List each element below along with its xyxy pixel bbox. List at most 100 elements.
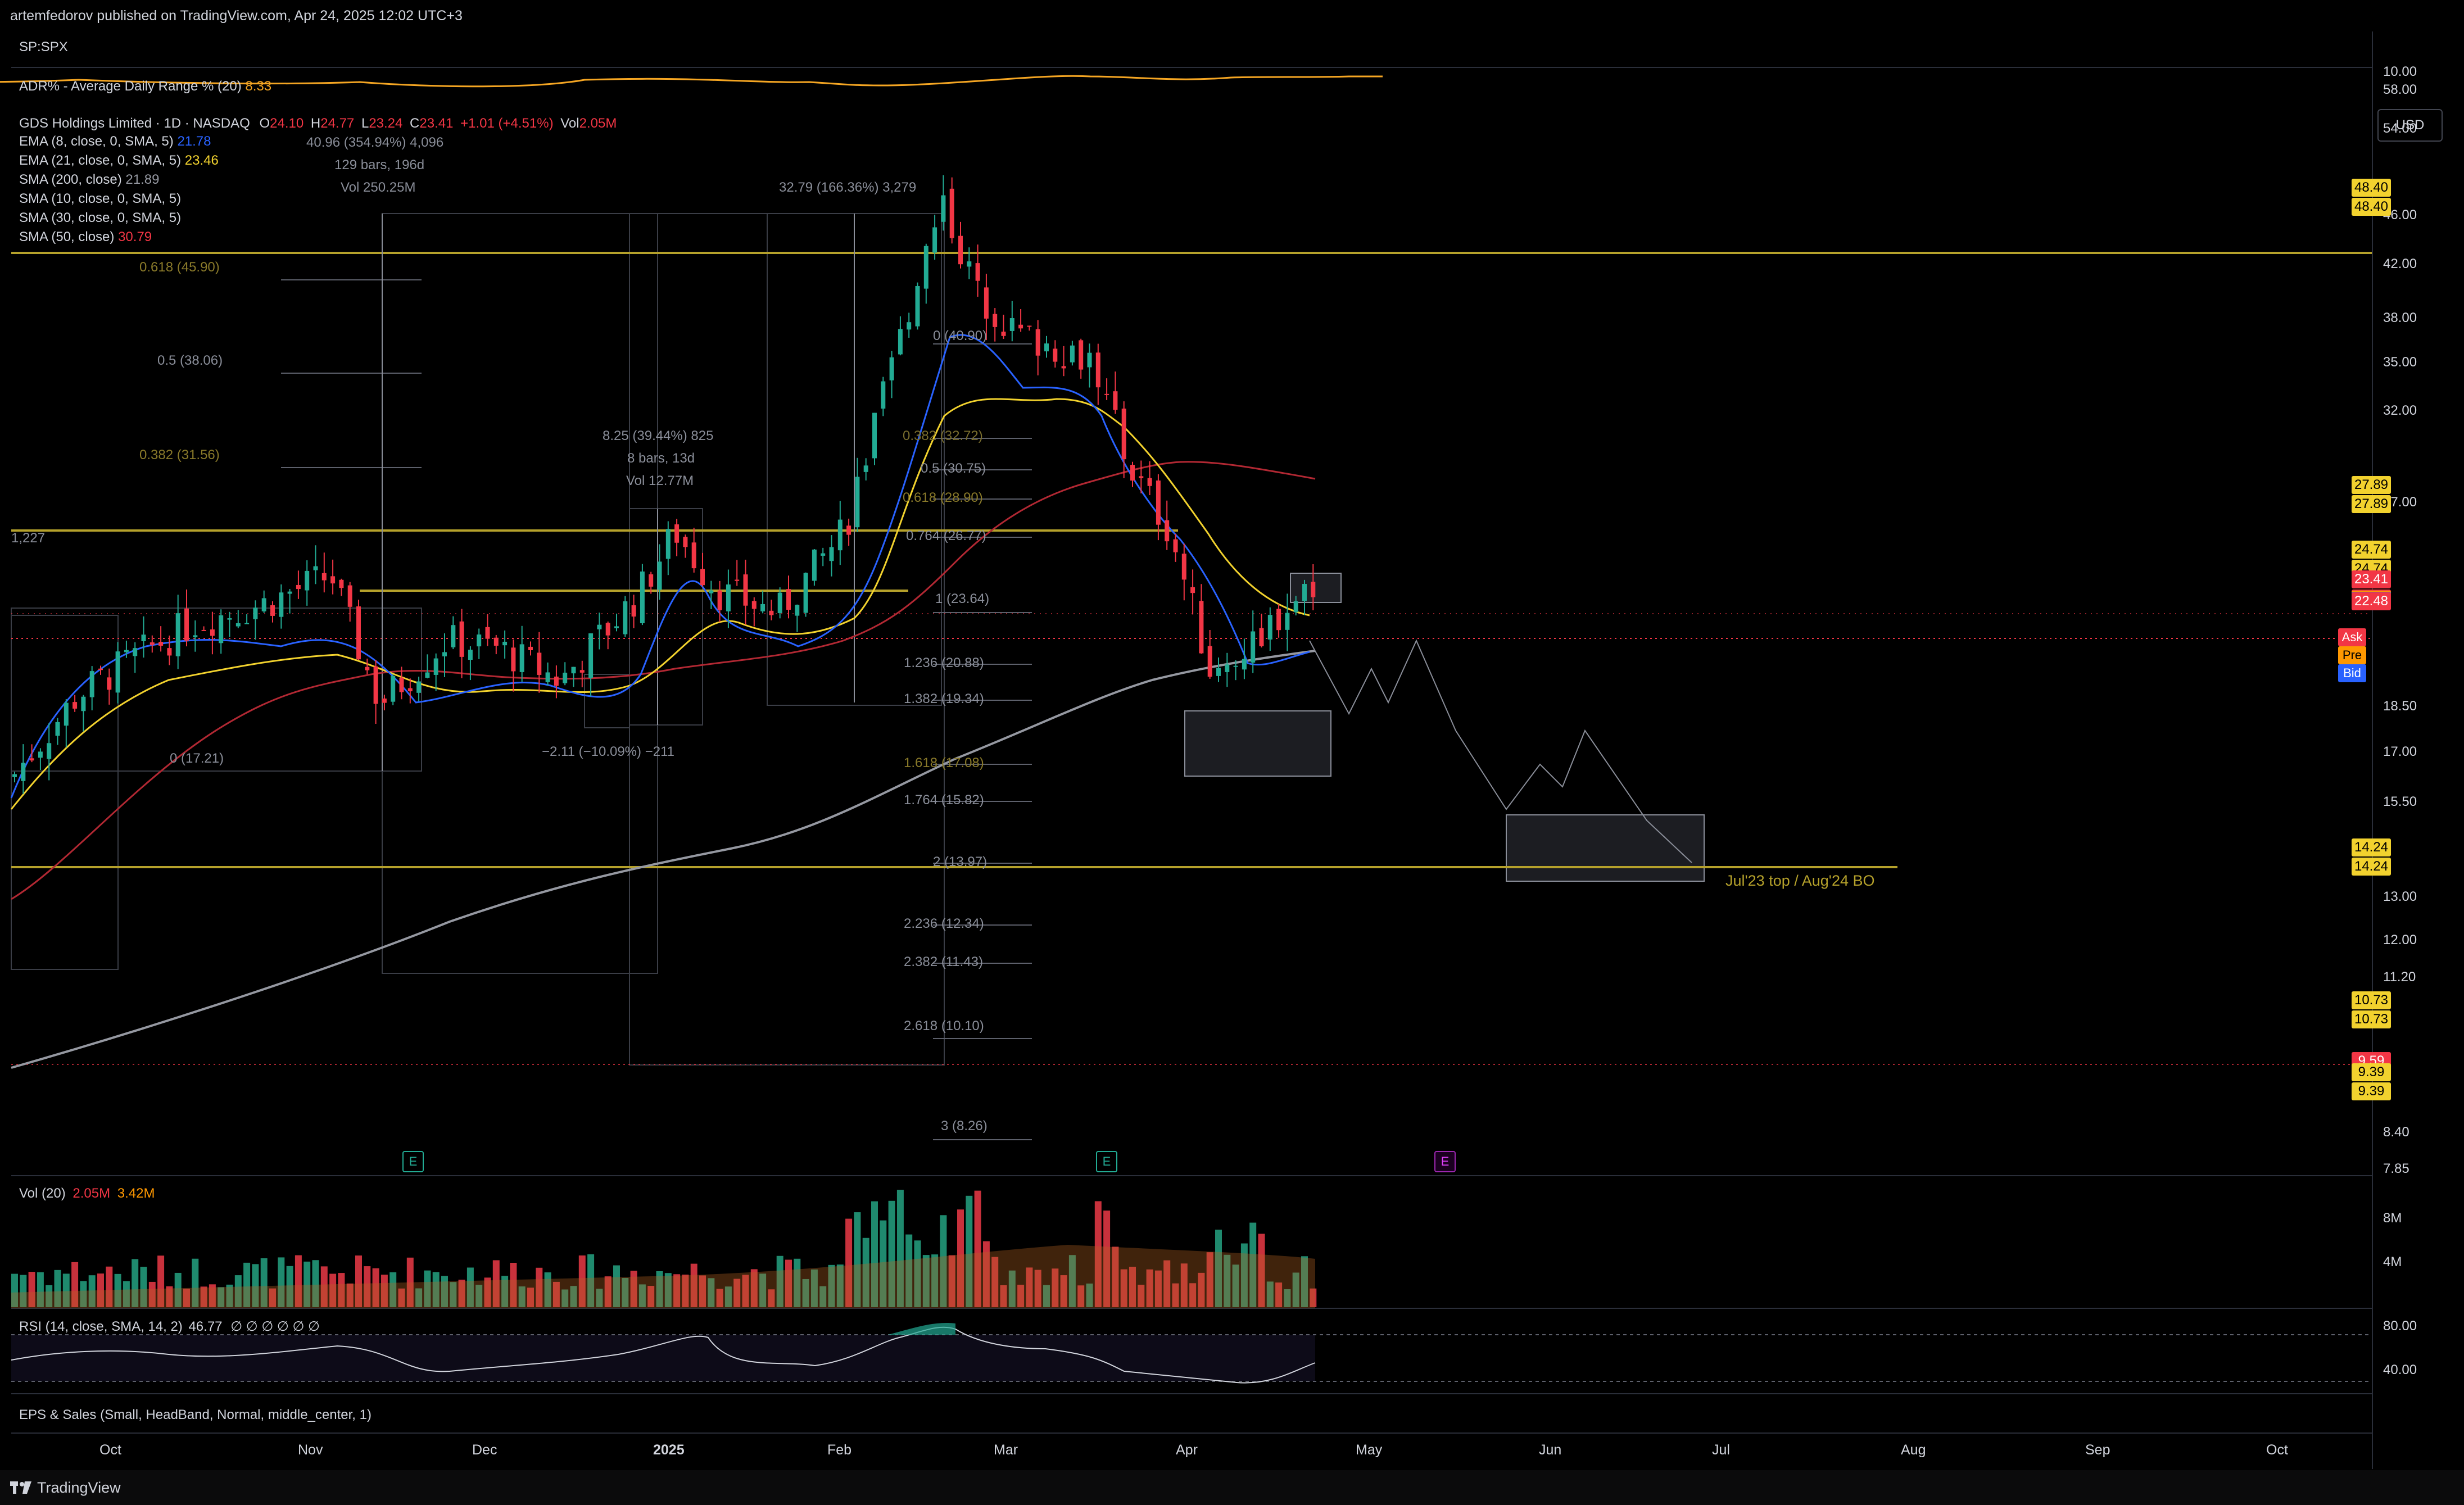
candle-body <box>1018 324 1023 329</box>
candle-body <box>313 566 318 570</box>
candle-body <box>597 624 602 629</box>
candle-body <box>528 646 533 651</box>
fib-right-2382: 2.382 (11.43) <box>904 954 983 969</box>
volume-bar <box>252 1264 259 1307</box>
candle-body <box>29 758 34 761</box>
ema8-legend[interactable]: EMA (8, close, 0, SMA, 5) 21.78 <box>19 134 211 149</box>
price-badge: 48.40 <box>2352 197 2391 216</box>
volume-bar <box>1112 1246 1119 1307</box>
price-tick-label: 42.00 <box>2383 256 2417 271</box>
candle-body <box>1001 332 1006 336</box>
price-tick-label: 11.20 <box>2383 969 2416 985</box>
price-tick-label: 7.85 <box>2383 1161 2409 1176</box>
candle-body <box>115 651 120 693</box>
volume-bar <box>966 1195 973 1307</box>
candle-body <box>872 412 877 459</box>
candle-body <box>967 261 972 267</box>
sma50-legend[interactable]: SMA (50, close) 30.79 <box>19 229 152 245</box>
volume-bar <box>690 1263 697 1307</box>
candle-body <box>141 634 146 641</box>
ema21-legend[interactable]: EMA (21, close, 0, SMA, 5) 23.46 <box>19 153 219 169</box>
volume-label: Vol (20) <box>19 1186 66 1201</box>
price-badge: 22.48 <box>2352 592 2391 610</box>
fib-ticks <box>281 279 1032 1140</box>
volume-bar <box>622 1277 629 1307</box>
volume-bar <box>561 1289 569 1307</box>
volume-bar <box>1266 1281 1274 1307</box>
candle-body <box>107 677 112 690</box>
candle-body <box>623 601 628 634</box>
volume-bar <box>527 1288 534 1307</box>
volume-bars <box>11 1190 1317 1307</box>
sma30-legend[interactable]: SMA (30, close, 0, SMA, 5) <box>19 210 181 226</box>
rsi-legend[interactable]: RSI (14, close, SMA, 14, 2) 46.77 ∅ ∅ ∅ … <box>19 1318 320 1335</box>
adr-legend: ADR% - Average Daily Range % (20) 8.33 <box>19 79 271 94</box>
price-tick-label: 15.50 <box>2383 794 2417 809</box>
candle-body <box>1079 340 1084 370</box>
volume-bar <box>974 1190 981 1307</box>
volume-bar <box>415 1288 423 1307</box>
volume-bar <box>389 1272 397 1307</box>
earnings-upcoming-icon[interactable]: E <box>1434 1151 1456 1172</box>
volume-bar <box>802 1279 809 1307</box>
volume-bar <box>1292 1272 1299 1307</box>
time-tick-label: Apr <box>1176 1442 1198 1458</box>
volume-bar <box>768 1289 775 1307</box>
volume-bar <box>234 1275 242 1307</box>
volume-bar <box>1240 1243 1248 1307</box>
volume-bar <box>1043 1285 1050 1307</box>
candle-body <box>1181 554 1186 580</box>
measure1-change: 40.96 (354.94%) 4,096 <box>306 135 444 150</box>
candle-body <box>519 644 524 672</box>
volume-bar <box>1129 1267 1136 1307</box>
price-badge: 27.89 <box>2352 475 2391 494</box>
candle-body <box>47 743 52 759</box>
ema21-line <box>10 398 1310 810</box>
volume-legend[interactable]: Vol (20) 2.05M 3.42M <box>19 1186 155 1202</box>
fib-right-0382: 0.382 (32.72) <box>903 428 983 443</box>
candle-body <box>356 606 361 660</box>
volume-bar <box>329 1273 337 1307</box>
vol-label: Vol <box>560 116 579 131</box>
volume-bar <box>355 1255 362 1307</box>
candle-body <box>777 592 782 614</box>
candle-body <box>837 519 843 551</box>
volume-bar <box>226 1284 233 1307</box>
time-tick-label: Feb <box>827 1442 852 1458</box>
volume-bar <box>54 1270 61 1307</box>
price-tick-label: 13.00 <box>2383 889 2417 904</box>
earnings-icon[interactable]: E <box>402 1151 424 1172</box>
earnings-icon[interactable]: E <box>1096 1151 1117 1172</box>
candle-body <box>674 524 680 543</box>
sma200-legend[interactable]: SMA (200, close) 21.89 <box>19 172 159 188</box>
measure3-volume: Vol 12.77M <box>626 473 694 488</box>
price-tick-label: 17.00 <box>2383 744 2417 760</box>
candle-body <box>347 585 352 607</box>
eps-legend[interactable]: EPS & Sales (Small, HeadBand, Normal, mi… <box>19 1407 372 1422</box>
zone-target <box>1506 814 1705 882</box>
volume-bar <box>166 1286 173 1307</box>
fib-right-1382: 1.382 (19.34) <box>904 691 984 706</box>
price-tick-label: 35.00 <box>2383 354 2417 370</box>
volume-bar <box>1172 1283 1179 1307</box>
rsi-label: RSI (14, close, SMA, 14, 2) <box>19 1319 183 1334</box>
candle-body <box>219 615 224 643</box>
candle-body <box>459 621 464 657</box>
candle-body <box>1104 393 1109 395</box>
currency-button[interactable]: USD <box>2377 109 2443 142</box>
volume-bar <box>940 1215 947 1307</box>
candle-body <box>442 652 447 656</box>
sma50-line <box>11 461 1316 900</box>
sma10-legend[interactable]: SMA (10, close, 0, SMA, 5) <box>19 191 181 207</box>
volume-bar <box>28 1272 35 1307</box>
volume-bar <box>931 1254 939 1307</box>
candle-body <box>1139 476 1144 478</box>
candle-body <box>898 329 903 355</box>
fib-left-0382: 0.382 (31.56) <box>139 447 220 463</box>
volume-bar <box>364 1266 371 1307</box>
measure4-change: −2.11 (−10.09%) −211 <box>542 744 674 759</box>
candle-body <box>98 668 103 670</box>
candle-body <box>1061 366 1066 369</box>
candle-body <box>1251 631 1256 663</box>
